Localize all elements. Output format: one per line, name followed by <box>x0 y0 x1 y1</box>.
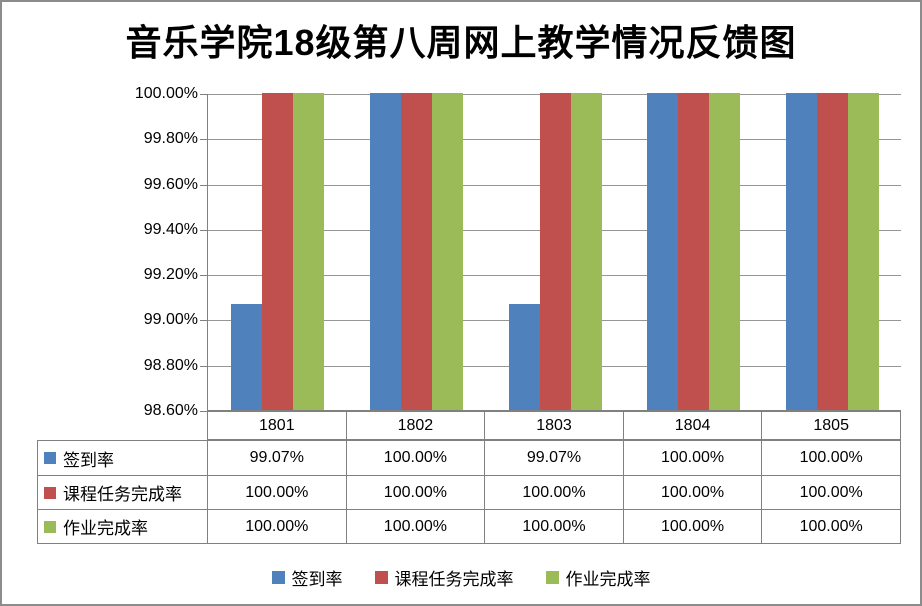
table-cell: 99.07% <box>484 441 623 475</box>
table-cell: 100.00% <box>345 441 485 475</box>
bar <box>509 304 540 410</box>
table-row: 签到率 99.07% 100.00% 99.07% 100.00% 100.00% <box>38 441 900 475</box>
bar <box>370 93 401 410</box>
legend-item: 课程任务完成率 <box>374 565 514 590</box>
series-row-header: 签到率 <box>38 441 208 475</box>
legend-key-icon <box>44 452 56 464</box>
bar <box>293 93 324 410</box>
legend-label: 课程任务完成率 <box>394 570 514 589</box>
table-cell: 99.07% <box>249 449 304 466</box>
bar <box>231 304 262 410</box>
legend-swatch-icon <box>545 571 559 584</box>
series-name: 作业完成率 <box>63 519 148 538</box>
table-row: 作业完成率 100.00% 100.00% 100.00% 100.00% 100.00% <box>38 509 900 543</box>
y-tick-label: 99.40% <box>143 221 198 238</box>
table-cell: 100.00% <box>622 441 762 475</box>
bar <box>432 93 463 410</box>
data-table: 签到率 99.07% 100.00% 99.07% 100.00% 100.00% 课程任务… <box>37 440 901 544</box>
legend-key-icon <box>44 486 56 499</box>
bar <box>401 93 432 410</box>
bar <box>678 93 709 410</box>
table-row: 课程任务完成率 100.00% 100.00% 100.00% 100.00% 100.0… <box>38 475 900 509</box>
y-axis-tick <box>200 366 207 367</box>
y-tick-label: 98.60% <box>143 402 198 419</box>
y-axis-tick <box>200 185 207 186</box>
chart-title: 音乐学院18级第八周网上教学情况反馈图 <box>125 22 797 63</box>
y-tick-label: 99.20% <box>143 266 198 283</box>
bar <box>786 93 817 410</box>
y-axis-tick <box>200 139 207 140</box>
table-cell: 100.00% <box>245 517 309 535</box>
y-tick-label: 99.00% <box>143 311 198 328</box>
series-name: 课程任务完成率 <box>63 485 182 504</box>
y-tick-label: 99.60% <box>143 176 198 193</box>
table-cell: 100.00% <box>484 476 623 509</box>
bar <box>647 93 678 410</box>
bar <box>262 93 293 410</box>
y-tick-label: 99.80% <box>143 130 198 147</box>
legend-swatch-icon <box>271 571 285 584</box>
category-header-cell: 1803 <box>484 412 623 439</box>
table-cell: 100.00% <box>484 510 623 543</box>
table-cell: 100.00% <box>345 510 485 543</box>
table-cell: 100.00% <box>345 476 485 509</box>
legend-item: 签到率 <box>271 565 343 590</box>
y-axis-tick <box>200 411 207 412</box>
category-header-cell: 1801 <box>259 416 295 434</box>
table-cell: 100.00% <box>622 476 762 509</box>
y-axis-tick <box>200 275 207 276</box>
legend-item: 作业完成率 <box>545 565 651 590</box>
legend-label: 作业完成率 <box>565 570 651 589</box>
legend-label: 签到率 <box>291 570 343 589</box>
plot-area <box>207 93 901 411</box>
table-cell: 100.00% <box>761 510 900 543</box>
table-cell: 100.00% <box>761 441 900 475</box>
series-name: 签到率 <box>63 450 114 470</box>
table-cell: 100.00% <box>761 476 900 509</box>
y-axis-tick <box>200 320 207 321</box>
legend-key-icon <box>44 520 56 533</box>
legend-swatch-icon <box>374 571 388 584</box>
table-cell: 100.00% <box>245 483 309 501</box>
y-tick-label: 98.80% <box>143 357 198 374</box>
category-header-cell: 1804 <box>622 412 762 439</box>
table-cell: 100.00% <box>622 510 762 543</box>
bar <box>540 93 571 410</box>
series-row-header: 课程任务完成率 <box>38 476 208 509</box>
category-header-row: 1801 1802 1803 1804 1805 <box>207 411 901 440</box>
bar <box>571 93 602 410</box>
legend: 签到率 课程任务完成率 作业完成率 <box>2 565 920 590</box>
series-row-header: 作业完成率 <box>38 510 208 543</box>
y-axis-tick <box>200 230 207 231</box>
bar <box>848 93 879 410</box>
y-tick-label: 100.00% <box>134 85 198 102</box>
category-header-cell: 1805 <box>761 412 900 439</box>
category-header-cell: 1802 <box>345 412 485 439</box>
bar <box>817 93 848 410</box>
bar <box>709 93 740 410</box>
y-axis-tick <box>200 94 207 95</box>
